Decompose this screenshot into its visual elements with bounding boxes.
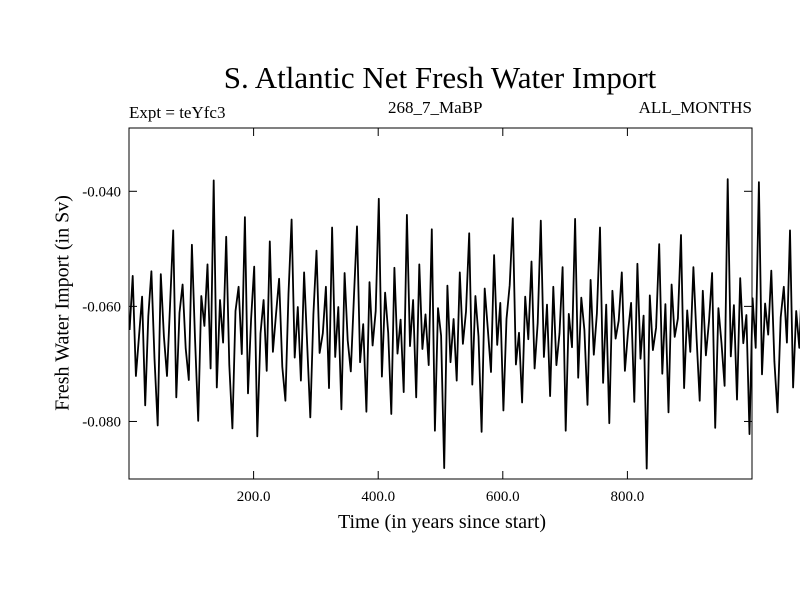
y-tick-label: -0.040	[82, 184, 121, 200]
x-tick-label: 600.0	[486, 489, 520, 505]
y-tick-label: -0.080	[82, 414, 121, 430]
series-line-0	[128, 178, 800, 470]
chart-title: S. Atlantic Net Fresh Water Import	[223, 60, 657, 95]
y-tick-label: -0.060	[82, 299, 121, 315]
plot-frame	[128, 127, 753, 480]
run-label: 268_7_MaBP	[388, 98, 483, 117]
x-axis-label: Time (in years since start)	[337, 511, 547, 533]
experiment-label: Expt = teYfc3	[129, 103, 226, 122]
x-tick-label: 400.0	[361, 489, 395, 505]
x-tick-label: 200.0	[237, 489, 271, 505]
months-label: ALL_MONTHS	[638, 98, 752, 117]
x-tick-label: 800.0	[611, 489, 645, 505]
